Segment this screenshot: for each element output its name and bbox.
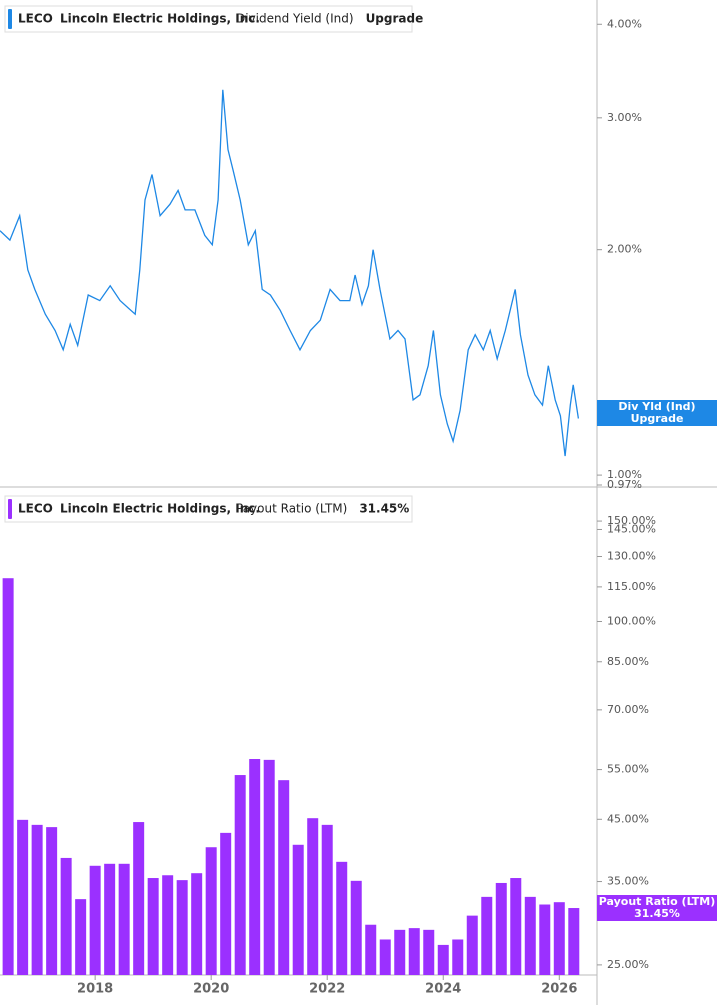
y-tick-label: 145.00% bbox=[607, 522, 656, 535]
legend-box bbox=[4, 495, 413, 523]
x-tick-label: 2024 bbox=[425, 982, 461, 997]
x-tick-label: 2018 bbox=[77, 982, 113, 997]
current-label-value: Upgrade bbox=[631, 412, 684, 425]
bar bbox=[510, 878, 522, 975]
bar bbox=[278, 780, 290, 975]
y-tick-label: 150.00% bbox=[607, 514, 656, 527]
y-tick-label: 45.00% bbox=[607, 812, 649, 825]
bar bbox=[31, 824, 43, 975]
y-tick-label: 70.00% bbox=[607, 703, 649, 716]
bar bbox=[437, 944, 449, 975]
y-tick-label: 25.00% bbox=[607, 958, 649, 971]
bar bbox=[452, 939, 464, 975]
bar bbox=[336, 861, 348, 975]
current-label-box bbox=[597, 895, 717, 921]
bar bbox=[176, 880, 188, 975]
bar bbox=[234, 775, 246, 975]
legend-company: Lincoln Electric Holdings, Inc. bbox=[60, 502, 260, 516]
legend-ticker: LECO bbox=[18, 502, 53, 516]
y-tick-label: 85.00% bbox=[607, 655, 649, 668]
bar bbox=[205, 847, 217, 975]
bar bbox=[191, 873, 203, 975]
legend-series: Dividend Yield (Ind) bbox=[236, 12, 354, 26]
y-tick-label: 100.00% bbox=[607, 615, 656, 628]
bar bbox=[423, 929, 435, 975]
bar bbox=[321, 824, 333, 975]
x-tick-label: 2026 bbox=[541, 982, 577, 997]
bar bbox=[118, 863, 130, 975]
y-tick-label: 115.00% bbox=[607, 580, 656, 593]
legend-value: Upgrade bbox=[366, 12, 424, 26]
current-label-name: Div Yld (Ind) bbox=[618, 400, 695, 413]
bar bbox=[133, 822, 145, 975]
legend-box bbox=[4, 5, 413, 33]
legend-ticker: LECO bbox=[18, 12, 53, 26]
bar bbox=[60, 857, 72, 975]
bar bbox=[365, 924, 377, 975]
bar bbox=[495, 882, 507, 975]
bar bbox=[568, 908, 580, 975]
bar bbox=[350, 880, 362, 975]
y-tick-label: 1.00% bbox=[607, 468, 642, 481]
y-tick-label: 3.00% bbox=[607, 111, 642, 124]
bar bbox=[524, 896, 536, 975]
y-tick-label: 0.97% bbox=[607, 478, 642, 491]
legend-value: 31.45% bbox=[359, 502, 409, 516]
bar bbox=[466, 915, 478, 975]
bar bbox=[553, 902, 565, 975]
line bbox=[0, 89, 580, 457]
legend-swatch bbox=[8, 499, 12, 519]
y-tick-label: 2.00% bbox=[607, 243, 642, 256]
bar bbox=[89, 865, 101, 975]
y-tick-label: 55.00% bbox=[607, 763, 649, 776]
y-tick-label: 130.00% bbox=[607, 550, 656, 563]
bar bbox=[220, 832, 232, 975]
bar bbox=[46, 827, 58, 975]
bar bbox=[263, 759, 275, 975]
bar bbox=[292, 844, 304, 975]
x-tick-label: 2020 bbox=[193, 982, 229, 997]
bar bbox=[249, 759, 261, 975]
bar bbox=[379, 939, 391, 975]
bar bbox=[75, 899, 87, 975]
bar bbox=[394, 929, 406, 975]
legend-series: Payout Ratio (LTM) bbox=[236, 502, 347, 516]
bar bbox=[147, 878, 159, 975]
bar bbox=[539, 904, 551, 975]
bar bbox=[408, 928, 420, 975]
bar bbox=[307, 818, 319, 975]
y-tick-label: 4.00% bbox=[607, 17, 642, 30]
bar bbox=[17, 819, 29, 975]
bar bbox=[162, 875, 174, 975]
bar bbox=[481, 896, 493, 975]
y-tick-label: 35.00% bbox=[607, 875, 649, 888]
current-label-name: Payout Ratio (LTM) bbox=[599, 895, 716, 908]
legend-swatch bbox=[8, 9, 12, 29]
x-tick-label: 2022 bbox=[309, 982, 345, 997]
legend-company: Lincoln Electric Holdings, Inc. bbox=[60, 12, 260, 26]
bar bbox=[2, 578, 14, 975]
bar bbox=[104, 863, 116, 975]
current-label-value: 31.45% bbox=[634, 907, 680, 920]
current-label-box bbox=[597, 400, 717, 426]
